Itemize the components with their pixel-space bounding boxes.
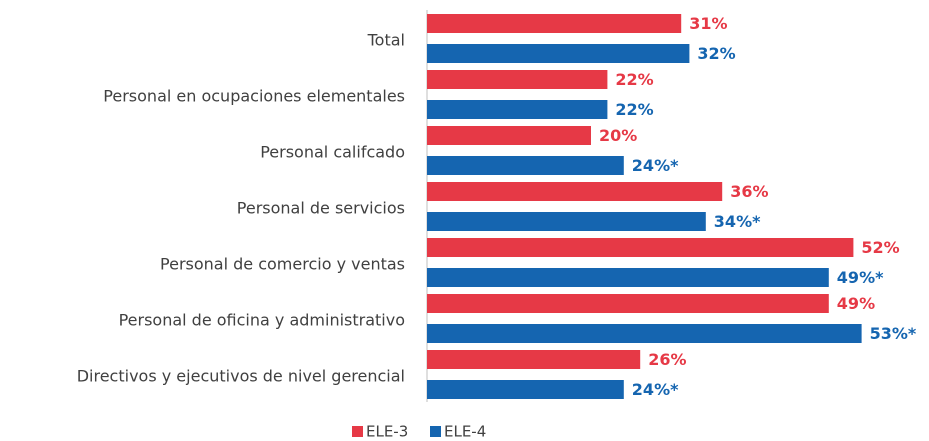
value-label: 22% [615, 100, 653, 119]
value-label: 31% [689, 14, 727, 33]
bar [427, 156, 624, 175]
legend-swatch [352, 426, 363, 437]
legend-swatch [430, 426, 441, 437]
value-label: 52% [861, 238, 899, 257]
category-label: Directivos y ejecutivos de nivel gerenci… [77, 367, 405, 386]
value-label: 24%* [632, 156, 679, 175]
value-label: 53%* [870, 324, 917, 343]
category-label: Personal de oficina y administrativo [119, 311, 405, 330]
category-label: Total [367, 31, 405, 50]
value-label: 36% [730, 182, 768, 201]
bar [427, 126, 591, 145]
value-label: 24%* [632, 380, 679, 399]
legend-label: ELE-3 [366, 423, 408, 441]
value-label: 32% [697, 44, 735, 63]
value-label: 20% [599, 126, 637, 145]
bar [427, 100, 608, 119]
bar [427, 14, 682, 33]
bar [427, 44, 690, 63]
category-label: Personal califcado [260, 143, 405, 162]
legend-label: ELE-4 [444, 423, 486, 441]
bar [427, 238, 854, 257]
bar [427, 294, 829, 313]
category-label: Personal de comercio y ventas [160, 255, 405, 274]
value-label: 49% [837, 294, 875, 313]
value-label: 26% [648, 350, 686, 369]
bar [427, 212, 706, 231]
bar [427, 268, 829, 287]
value-label: 22% [615, 70, 653, 89]
category-label: Personal de servicios [237, 199, 405, 218]
bar [427, 324, 862, 343]
bar [427, 380, 624, 399]
bar [427, 70, 608, 89]
value-label: 34%* [714, 212, 761, 231]
bar [427, 350, 641, 369]
category-label: Personal en ocupaciones elementales [103, 87, 405, 106]
bar [427, 182, 723, 201]
value-label: 49%* [837, 268, 884, 287]
